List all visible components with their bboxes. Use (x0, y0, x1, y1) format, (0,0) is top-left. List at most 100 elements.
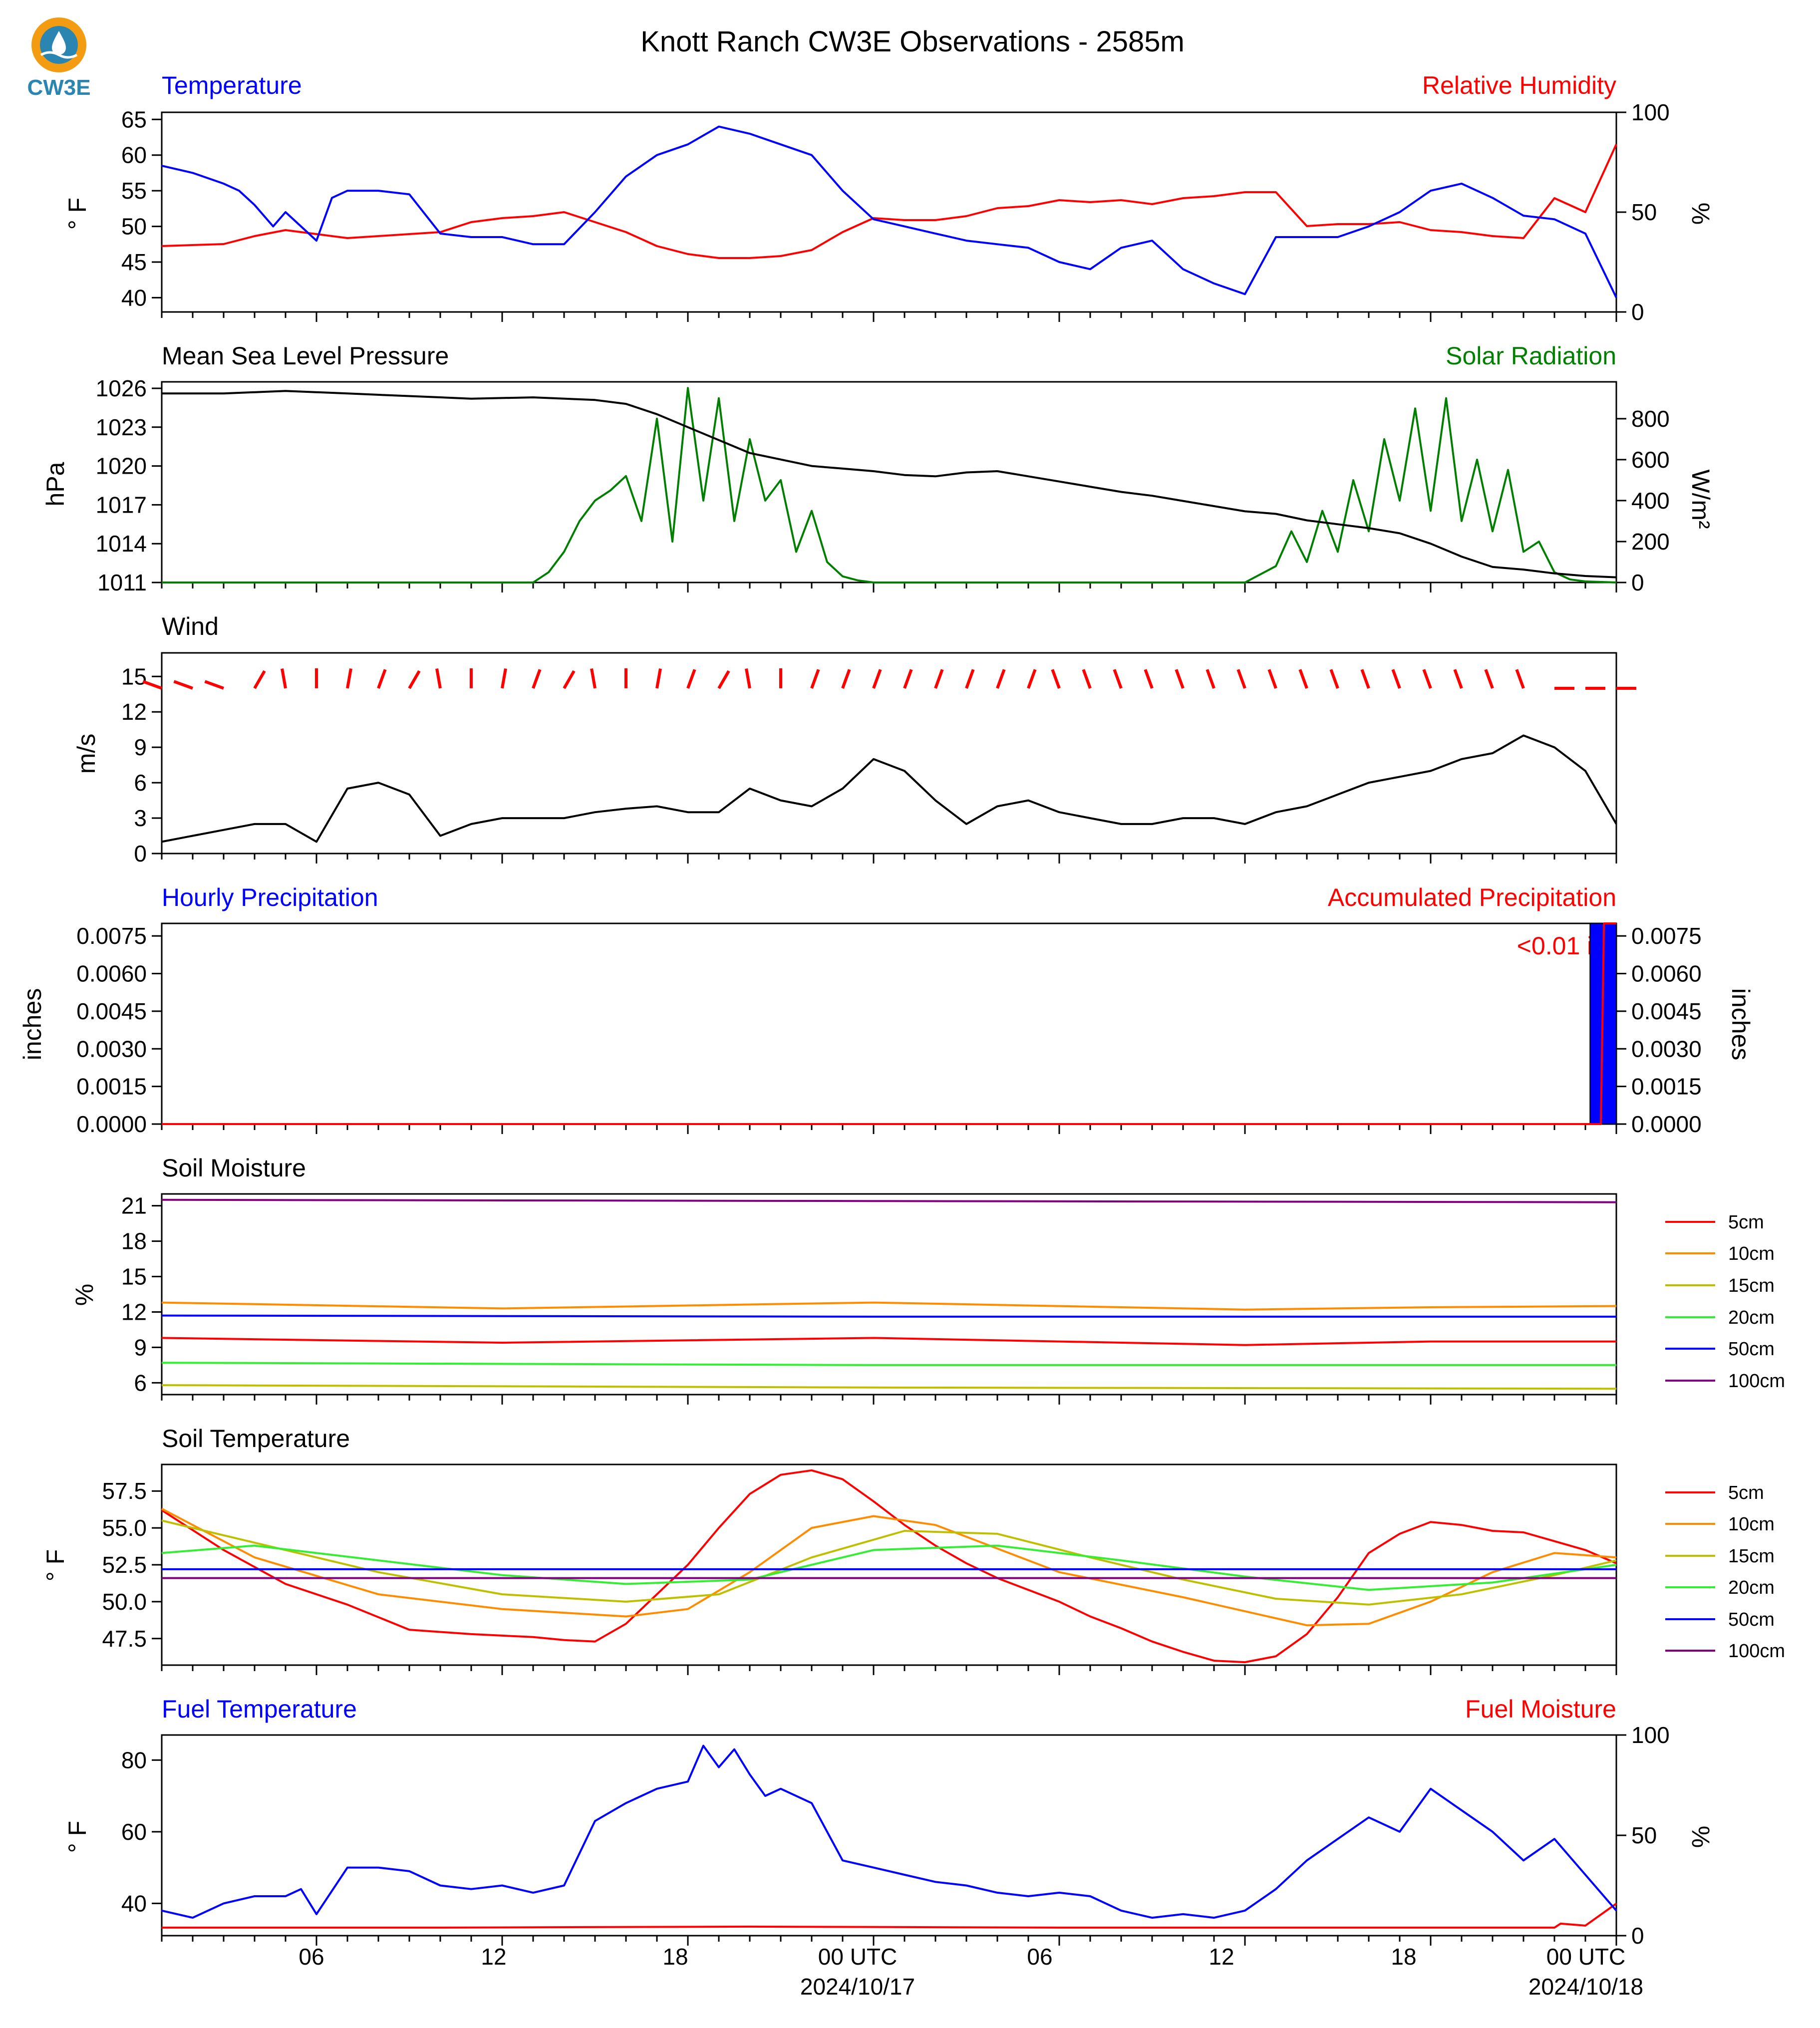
x-tick-label: 12 (1209, 1944, 1234, 1970)
temperature-axes: 40 45 50 55 60 65 0 50 100 (121, 99, 1670, 325)
soil-moisture-line-100cm (161, 1198, 1617, 1203)
wind-barb (1113, 669, 1123, 689)
wind-barb (1515, 669, 1525, 689)
y-tick-label: 9 (134, 1334, 147, 1360)
x-date-label: 2024/10/17 (800, 1974, 915, 2000)
legend-label-50cm: 50cm (1728, 1609, 1775, 1630)
soil-moisture-line-5cm (161, 1337, 1616, 1346)
fuel-frame (161, 1734, 1617, 1937)
y-tick-label: 1011 (97, 570, 147, 595)
x-tick-label: 00 UTC (1546, 1944, 1625, 1970)
soil_moisture-frame (161, 1193, 1617, 1396)
wind-barb (1484, 669, 1494, 689)
wind-axes: 0 3 6 9 12 15 (121, 652, 1636, 867)
y-tick-label-right: 200 (1631, 529, 1670, 555)
y-tick-label: 0 (134, 841, 147, 867)
x-tick-label: 18 (662, 1944, 688, 1970)
wind-barb (1144, 669, 1154, 689)
precip-unit-left: inches (18, 988, 46, 1061)
wind-barb (1329, 669, 1339, 689)
pressure-frame (161, 381, 1617, 583)
solar-title: Solar Radiation (1446, 342, 1616, 370)
y-tick-label-right: 0.0000 (1631, 1111, 1702, 1137)
y-tick-label: 15 (121, 1264, 147, 1290)
y-tick-label-right: 0 (1631, 299, 1644, 325)
y-tick-label-right: 800 (1631, 406, 1670, 432)
wind-barb (501, 668, 507, 689)
chart-title: Knott Ranch CW3E Observations - 2585m (640, 25, 1185, 58)
logo-wave-icon (40, 51, 78, 59)
solar-unit: W/m² (1687, 469, 1715, 529)
wind-barb (408, 670, 421, 689)
wind-barb (173, 680, 194, 690)
y-tick-label: 6 (134, 1370, 147, 1396)
y-tick-label-right: 100 (1631, 1722, 1670, 1748)
cw3e-logo: CW3E (27, 17, 91, 100)
y-tick-label: 0.0075 (76, 923, 147, 949)
soil-temperature-line-10cm (161, 1507, 1617, 1627)
humidity-title: Relative Humidity (1422, 71, 1616, 99)
y-tick-label: 9 (134, 734, 147, 760)
wind-barb (1206, 669, 1215, 689)
wind-barb (281, 668, 287, 689)
soil-temperature-legend: 5cm 10cm 15cm 20cm 50cm 100cm (1665, 1482, 1785, 1662)
soil_temperature-frame (161, 1463, 1617, 1666)
legend-label-15cm: 15cm (1728, 1546, 1775, 1567)
y-tick-label: 0.0000 (76, 1111, 147, 1137)
wind-barb (745, 668, 751, 689)
wind-barb (1422, 669, 1432, 689)
legend-label-5cm: 5cm (1728, 1212, 1764, 1233)
y-tick-label: 55 (121, 178, 147, 204)
legend-label-10cm: 10cm (1728, 1514, 1775, 1535)
y-tick-label-right: 100 (1631, 99, 1670, 125)
fuel-moisture-title: Fuel Moisture (1465, 1695, 1616, 1723)
y-tick-label: 40 (121, 1890, 147, 1916)
y-tick-label-right: 0 (1631, 570, 1644, 595)
y-tick-label: 18 (121, 1228, 147, 1254)
legend-label-15cm: 15cm (1728, 1275, 1775, 1296)
y-tick-label: 1014 (96, 531, 147, 557)
soil-moisture-line-50cm (161, 1314, 1616, 1318)
wind-barb (1360, 669, 1370, 689)
wind-barb (1453, 669, 1463, 689)
pressure-axes: 1011 1014 1017 1020 1023 1026 0 200 400 600 800 (96, 375, 1670, 595)
y-tick-label: 15 (121, 663, 147, 689)
legend-label-100cm: 100cm (1728, 1641, 1785, 1662)
y-tick-label: 60 (121, 142, 147, 168)
soil-moisture-line-20cm (161, 1362, 1616, 1366)
wind-barb (1267, 669, 1277, 689)
wind-barb (1082, 669, 1092, 689)
legend-label-50cm: 50cm (1728, 1339, 1775, 1360)
wind-barb (810, 669, 820, 689)
y-tick-label: 3 (134, 805, 147, 831)
y-tick-label: 50 (121, 214, 147, 240)
precip-axes: 0.0000 0.0015 0.0030 0.0045 0.0060 0.0075 0.00… (76, 922, 1702, 1137)
y-tick-label-right: 50 (1631, 199, 1657, 225)
wind-barb (346, 668, 352, 689)
wind-barb (717, 670, 730, 689)
wind-barb (204, 680, 225, 690)
x-tick-label: 06 (1027, 1944, 1052, 1970)
x-axis-labels: 06 12 18 00 UTC 06 12 18 00 UTC 2024/10/… (299, 1944, 1643, 2000)
logo-drop-icon (52, 31, 66, 55)
wind-barb (142, 680, 163, 690)
y-tick-label: 1023 (96, 414, 147, 440)
temperature-unit: ° F (63, 198, 91, 230)
wind-barb (841, 669, 851, 689)
wind-barb (563, 670, 576, 689)
fuel-temperature-title: Fuel Temperature (162, 1695, 357, 1723)
x-date-label: 2024/10/18 (1528, 1974, 1643, 2000)
legend-label-100cm: 100cm (1728, 1371, 1785, 1392)
wind-barb (1391, 669, 1401, 689)
wind-barb (435, 668, 442, 689)
soil-temperature-line-20cm (161, 1544, 1617, 1591)
wind-frame (161, 652, 1617, 855)
wind-barb (1236, 669, 1246, 689)
wind-barb (377, 669, 387, 689)
fuel-temperature-line (161, 1744, 1617, 1919)
solar-radiation-line (162, 387, 1617, 583)
y-tick-label: 80 (121, 1747, 147, 1773)
soil-moisture-line-15cm (161, 1384, 1617, 1390)
y-tick-label: 0.0015 (76, 1074, 147, 1100)
